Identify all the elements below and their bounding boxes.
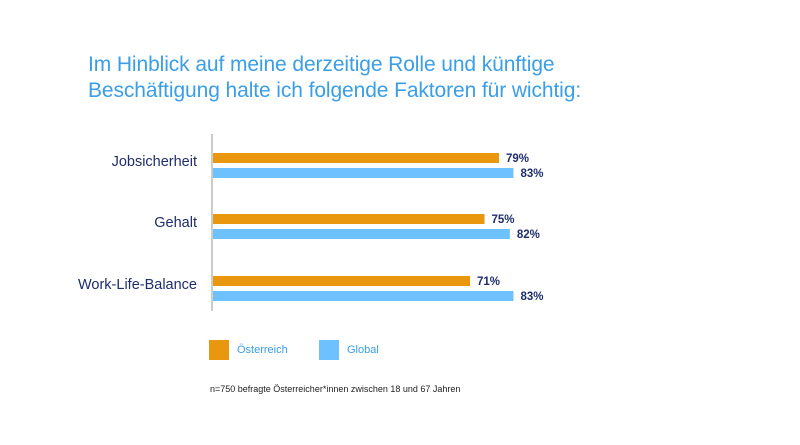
chart-title-line-1: Im Hinblick auf meine derzeitige Rolle u…: [88, 53, 555, 76]
legend-label-global: Global: [347, 344, 379, 356]
value-label-austria-jobsicherheit: 79%: [506, 153, 529, 165]
legend-swatch-global: [319, 340, 339, 360]
legend-item-austria: Österreich: [209, 340, 288, 360]
category-label-gehalt: Gehalt: [154, 215, 197, 231]
category-label-jobsicherheit: Jobsicherheit: [112, 154, 197, 170]
value-label-global-gehalt: 82%: [517, 229, 540, 241]
value-label-global-work-life-balance: 83%: [520, 291, 543, 303]
bar-austria-gehalt: [213, 214, 485, 224]
bar-austria-work-life-balance: [213, 276, 471, 286]
value-label-global-jobsicherheit: 83%: [520, 168, 543, 180]
legend-item-global: Global: [319, 340, 379, 360]
value-label-austria-work-life-balance: 71%: [477, 276, 500, 288]
chart-title-line-2: Beschäftigung halte ich folgende Faktore…: [88, 79, 582, 102]
legend-swatch-austria: [209, 340, 229, 360]
chart-title: Im Hinblick auf meine derzeitige Rolle u…: [88, 52, 581, 104]
bar-global-work-life-balance: [213, 291, 514, 301]
legend-label-austria: Österreich: [237, 344, 288, 356]
bar-global-jobsicherheit: [213, 168, 514, 178]
bar-global-gehalt: [213, 229, 510, 239]
footnote: n=750 befragte Österreicher*innen zwisch…: [210, 384, 461, 394]
bar-austria-jobsicherheit: [213, 153, 499, 163]
category-label-work-life-balance: Work-Life-Balance: [78, 277, 197, 293]
value-label-austria-gehalt: 75%: [492, 214, 515, 226]
